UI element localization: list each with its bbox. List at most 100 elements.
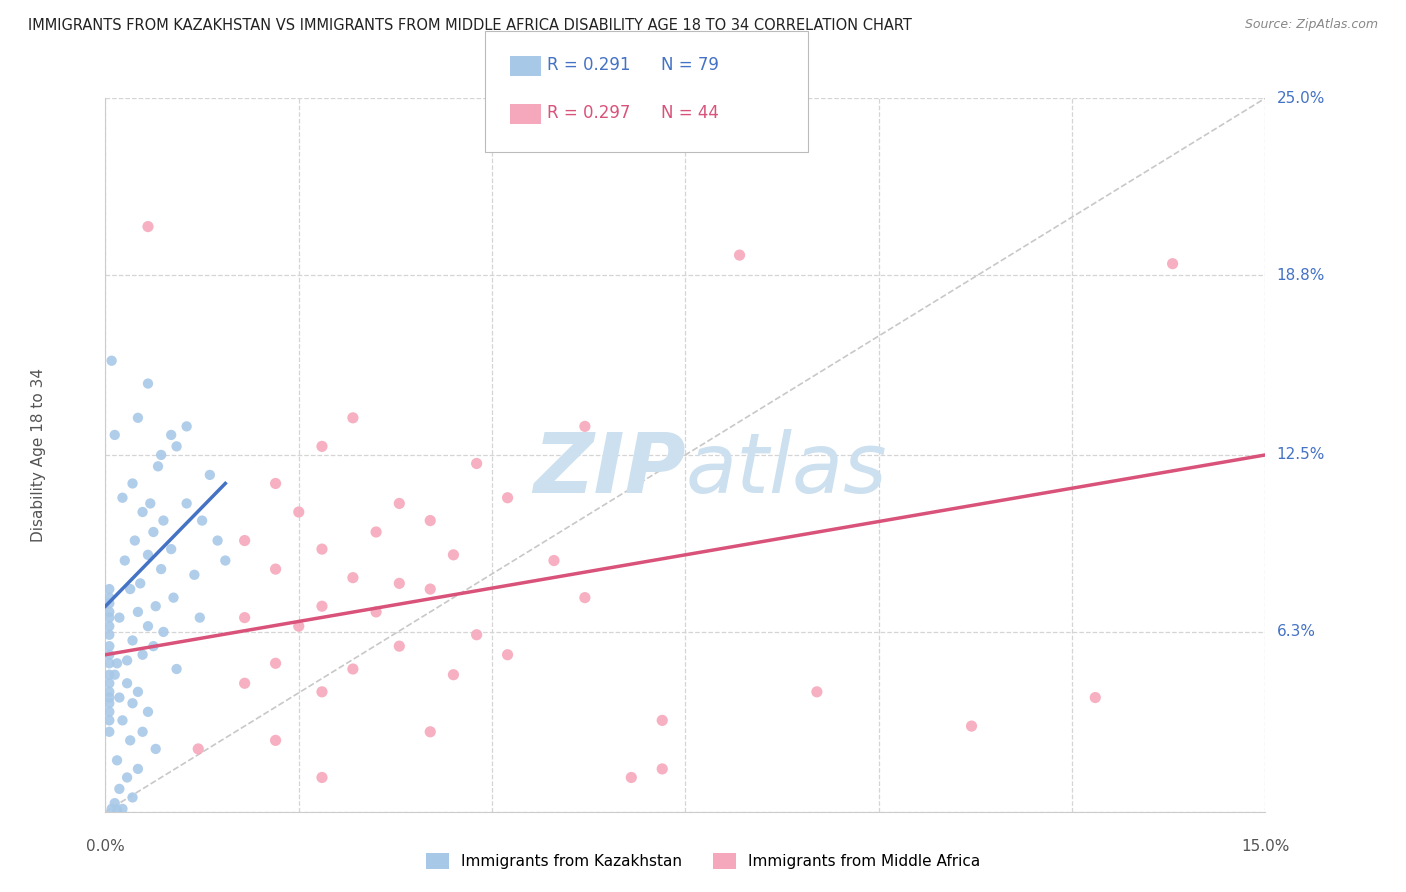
Point: [960, 719, 983, 733]
Point: [105, 657, 128, 671]
Point: [120, 582, 142, 596]
Point: [287, 505, 309, 519]
Point: [166, 439, 188, 453]
Point: [311, 685, 333, 699]
Point: [191, 514, 214, 528]
Point: [806, 685, 828, 699]
Point: [98, 724, 121, 739]
Point: [465, 628, 488, 642]
Point: [120, 733, 142, 747]
Point: [152, 514, 174, 528]
Point: [311, 439, 333, 453]
Point: [136, 619, 159, 633]
Point: [121, 696, 143, 710]
Point: [98, 714, 121, 728]
Text: N = 44: N = 44: [661, 104, 718, 122]
Point: [574, 591, 596, 605]
Text: N = 79: N = 79: [661, 56, 718, 74]
Point: [131, 648, 153, 662]
Point: [127, 685, 149, 699]
Point: [146, 459, 169, 474]
Point: [108, 610, 131, 624]
Point: [342, 410, 364, 425]
Point: [98, 657, 121, 671]
Text: 0.0%: 0.0%: [86, 839, 125, 855]
Point: [111, 802, 134, 816]
Point: [311, 771, 333, 785]
Point: [105, 753, 128, 767]
Point: [127, 410, 149, 425]
Point: [98, 591, 121, 605]
Point: [127, 762, 149, 776]
Point: [264, 657, 287, 671]
Point: [620, 771, 643, 785]
Text: IMMIGRANTS FROM KAZAKHSTAN VS IMMIGRANTS FROM MIDDLE AFRICA DISABILITY AGE 18 TO: IMMIGRANTS FROM KAZAKHSTAN VS IMMIGRANTS…: [28, 18, 912, 33]
Point: [166, 662, 188, 676]
Point: [98, 690, 121, 705]
Point: [651, 714, 673, 728]
Point: [100, 353, 122, 368]
Text: Disability Age 18 to 34: Disability Age 18 to 34: [31, 368, 46, 542]
Point: [111, 491, 134, 505]
Point: [98, 596, 121, 610]
Point: [136, 548, 159, 562]
Text: 6.3%: 6.3%: [1277, 624, 1316, 640]
Point: [1161, 257, 1184, 271]
Point: [98, 648, 121, 662]
Point: [388, 576, 411, 591]
Point: [124, 533, 146, 548]
Point: [121, 633, 143, 648]
Point: [104, 796, 127, 810]
Point: [183, 567, 205, 582]
Point: [287, 619, 309, 633]
Point: [98, 619, 121, 633]
Point: [364, 524, 387, 539]
Point: [264, 476, 287, 491]
Point: [651, 762, 673, 776]
Point: [142, 524, 165, 539]
Point: [98, 667, 121, 681]
Point: [160, 542, 183, 557]
Point: [145, 742, 167, 756]
Point: [233, 533, 256, 548]
Point: [142, 639, 165, 653]
Text: atlas: atlas: [686, 429, 887, 509]
Point: [104, 428, 127, 442]
Text: 15.0%: 15.0%: [1241, 839, 1289, 855]
Point: [388, 639, 411, 653]
Text: 25.0%: 25.0%: [1277, 91, 1324, 105]
Point: [1084, 690, 1107, 705]
Point: [233, 676, 256, 690]
Point: [98, 685, 121, 699]
Point: [441, 548, 464, 562]
Point: [574, 419, 596, 434]
Point: [207, 533, 229, 548]
Point: [264, 733, 287, 747]
Point: [496, 491, 519, 505]
Point: [98, 705, 121, 719]
Point: [129, 576, 152, 591]
Point: [152, 624, 174, 639]
Point: [342, 571, 364, 585]
Point: [98, 696, 121, 710]
Point: [214, 553, 236, 567]
Point: [388, 496, 411, 510]
Point: [136, 705, 159, 719]
Point: [176, 496, 198, 510]
Point: [233, 610, 256, 624]
Point: [111, 714, 134, 728]
Point: [127, 605, 149, 619]
Point: [108, 86, 131, 100]
Point: [419, 724, 441, 739]
Point: [441, 667, 464, 681]
Point: [115, 676, 138, 690]
Point: [136, 376, 159, 391]
Point: [108, 781, 131, 796]
Point: [105, 803, 128, 817]
Point: [115, 771, 138, 785]
Point: [98, 628, 121, 642]
Text: ZIP: ZIP: [533, 429, 686, 509]
Text: 18.8%: 18.8%: [1277, 268, 1324, 283]
Point: [104, 667, 127, 681]
Point: [188, 610, 211, 624]
